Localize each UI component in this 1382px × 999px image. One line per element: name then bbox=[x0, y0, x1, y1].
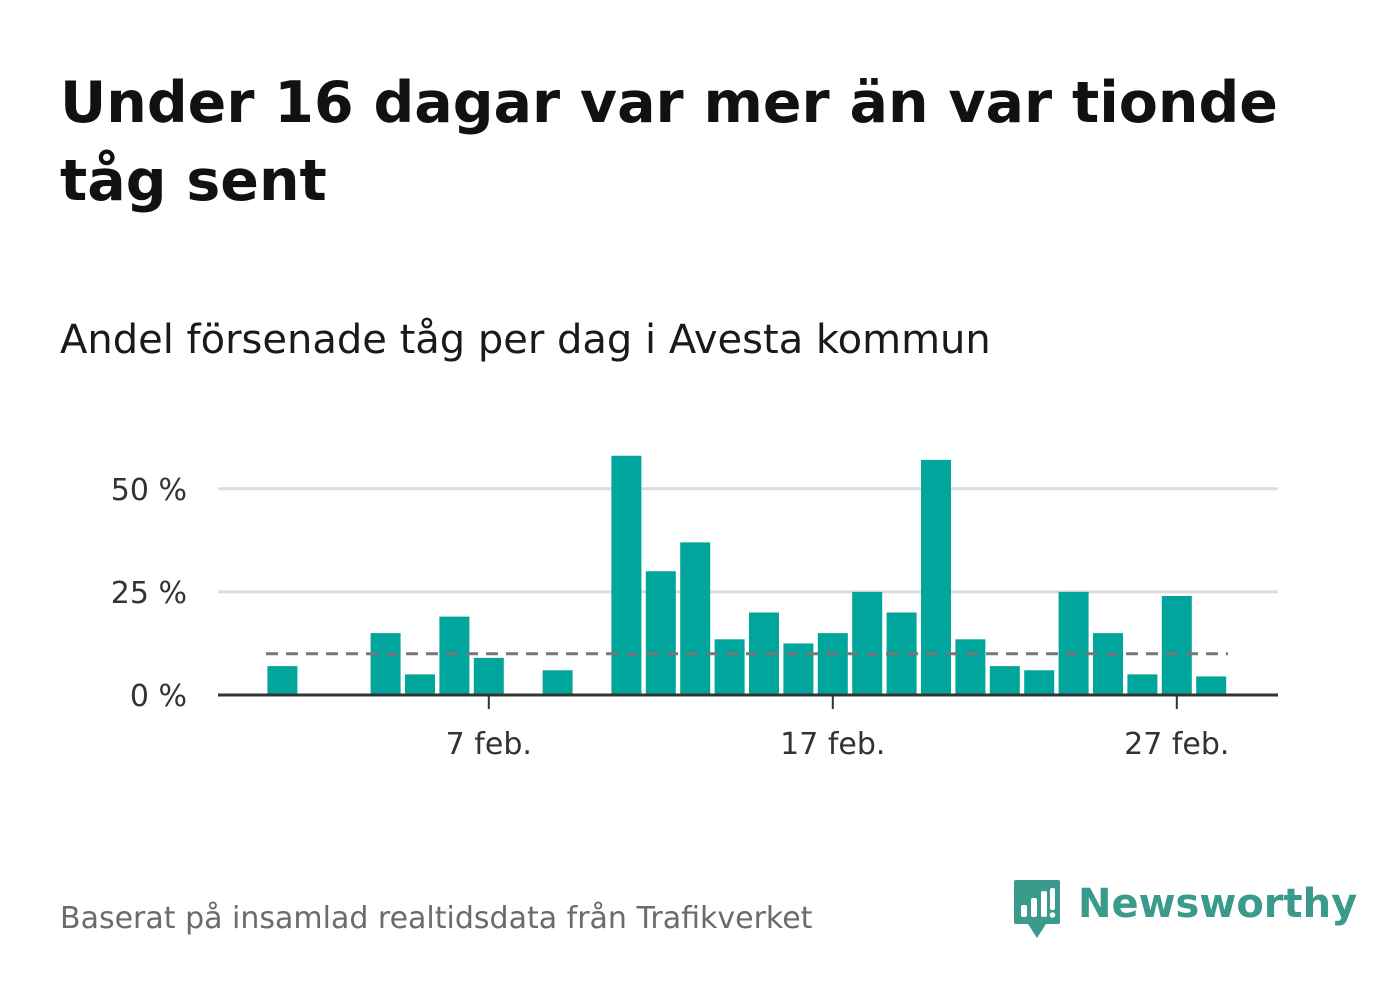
bar bbox=[921, 459, 951, 695]
bar bbox=[783, 643, 814, 695]
bar bbox=[1196, 676, 1227, 695]
chart-title: Under 16 dagar var mer än var tionde tåg… bbox=[60, 70, 1278, 214]
bar bbox=[714, 639, 745, 695]
bar bbox=[989, 666, 1020, 695]
bar bbox=[611, 455, 642, 695]
bar bbox=[1161, 596, 1192, 695]
bar bbox=[267, 666, 298, 695]
y-tick-label: 0 % bbox=[130, 679, 187, 714]
bars bbox=[267, 455, 1227, 695]
x-tick-label: 27 feb. bbox=[1124, 727, 1229, 762]
brand: Newsworthy bbox=[1012, 878, 1357, 942]
source-note: Baserat på insamlad realtidsdata från Tr… bbox=[60, 901, 813, 936]
bar bbox=[405, 674, 435, 695]
brand-name: Newsworthy bbox=[1078, 881, 1358, 927]
bar bbox=[1024, 670, 1055, 695]
bar bbox=[852, 591, 883, 695]
bar bbox=[1058, 591, 1089, 695]
axes: 0 % 25 % 50 % 7 feb. 17 feb. 27 feb. bbox=[111, 473, 1278, 762]
bar bbox=[645, 571, 676, 695]
x-tick-label: 17 feb. bbox=[780, 727, 885, 762]
bar bbox=[1127, 674, 1158, 695]
chart-subtitle: Andel försenade tåg per dag i Avesta kom… bbox=[60, 317, 991, 363]
grid-lines bbox=[218, 487, 1278, 594]
y-tick-label: 50 % bbox=[111, 473, 187, 508]
bar bbox=[439, 616, 470, 695]
bar bbox=[817, 633, 848, 695]
bar bbox=[680, 542, 711, 695]
bar bbox=[542, 670, 573, 695]
bar bbox=[955, 639, 986, 695]
y-tick-label: 25 % bbox=[111, 576, 187, 611]
newsworthy-chart-bubble-icon bbox=[1014, 880, 1060, 938]
bar bbox=[473, 657, 504, 695]
x-tick-label: 7 feb. bbox=[446, 727, 532, 762]
bar bbox=[370, 633, 401, 695]
bar bbox=[1093, 633, 1123, 695]
